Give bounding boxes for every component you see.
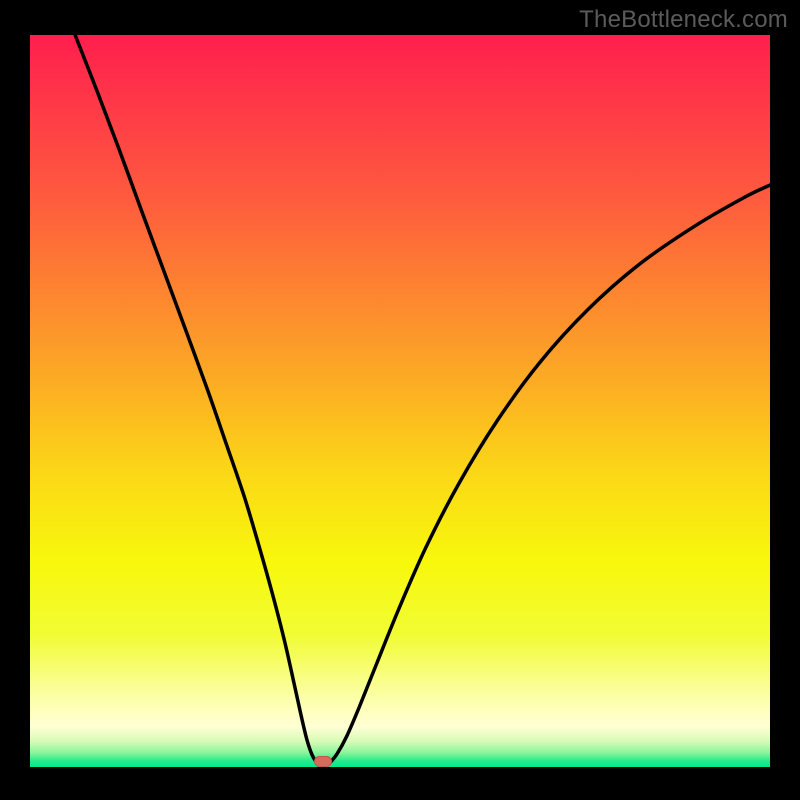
chart-frame: TheBottleneck.com — [0, 0, 800, 800]
v-curve — [0, 0, 800, 800]
valley-marker — [314, 756, 332, 767]
